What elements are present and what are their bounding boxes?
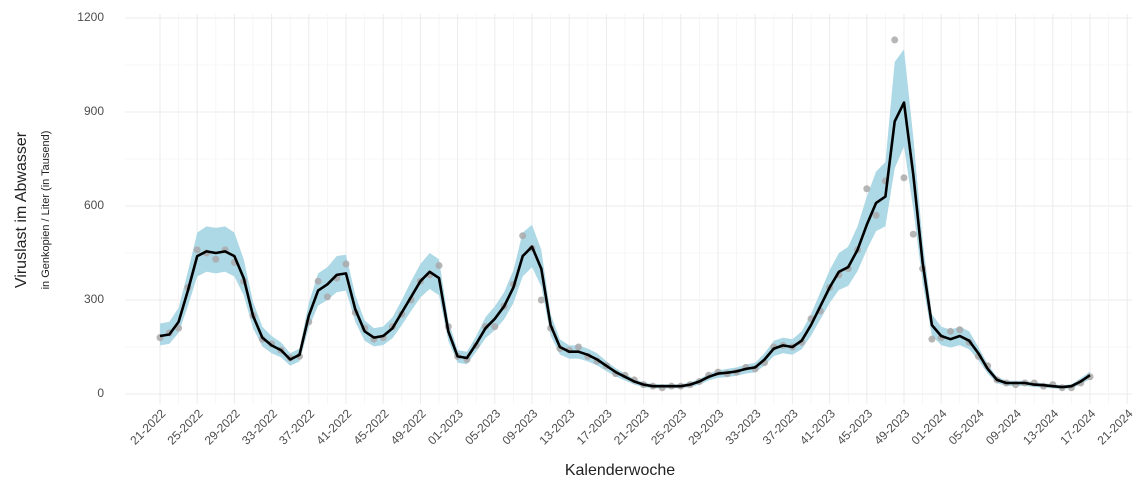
data-point [956,326,964,334]
x-tick-label: 13-2024 [1020,406,1061,447]
y-tick-label: 0 [97,386,104,400]
data-point [575,343,582,351]
x-tick-label: 29-2022 [202,406,243,447]
x-tick-label: 09-2024 [983,406,1024,447]
data-point [537,296,545,304]
x-tick-label: 13-2023 [537,406,578,447]
data-point [928,335,936,343]
y-tick-label: 600 [84,198,104,212]
x-tick-label: 21-2022 [127,406,168,447]
data-point [193,246,201,254]
data-point [342,260,350,268]
data-point [872,211,880,219]
x-tick-label: 17-2024 [1057,406,1098,447]
data-point [909,230,917,238]
data-point [863,185,871,193]
y-tick-label: 300 [84,292,104,306]
x-tick-label: 01-2024 [909,406,950,447]
x-tick-label: 33-2023 [723,406,764,447]
x-tick-label: 05-2024 [946,406,987,447]
x-tick-label: 45-2023 [834,406,875,447]
data-point [519,232,527,240]
x-tick-label: 33-2022 [239,406,280,447]
x-tick-label: 01-2023 [425,406,466,447]
data-point [323,293,331,301]
x-tick-label: 25-2023 [648,406,689,447]
data-point [435,262,443,270]
x-tick-label: 41-2022 [313,406,354,447]
data-point [212,255,220,263]
x-tick-label: 21-2024 [1095,406,1136,447]
x-tick-label: 29-2023 [685,406,726,447]
y-axis-subtitle: in Genkopien / Liter (in Tausend) [40,131,52,290]
y-axis-title: Viruslast im Abwasser [13,131,30,288]
x-tick-label: 45-2022 [351,406,392,447]
data-point [891,36,899,44]
x-tick-label: 49-2022 [388,406,429,447]
x-tick-label: 25-2022 [165,406,206,447]
x-tick-label: 49-2023 [871,406,912,447]
x-tick-label: 05-2023 [462,406,503,447]
y-tick-label: 1200 [77,10,104,24]
x-tick-label: 37-2022 [276,406,317,447]
x-axis-title: Kalenderwoche [565,462,675,479]
data-point [900,174,908,182]
data-point [947,327,954,335]
data-point [491,323,499,331]
x-tick-label: 21-2023 [611,406,652,447]
x-tick-label: 17-2023 [574,406,615,447]
trend-line [159,101,1091,389]
data-point [314,277,322,285]
y-tick-label: 900 [84,104,104,118]
x-tick-label: 37-2023 [760,406,801,447]
x-tick-label: 41-2023 [797,406,838,447]
x-tick-label: 09-2023 [499,406,540,447]
